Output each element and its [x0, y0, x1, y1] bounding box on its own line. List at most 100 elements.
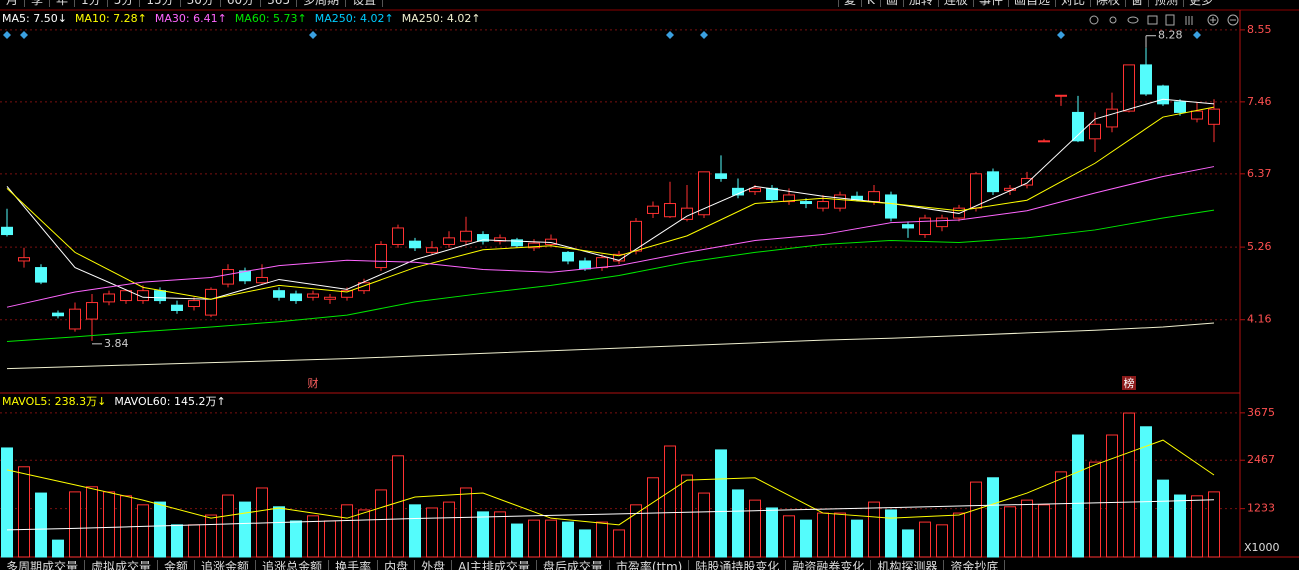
candle-body: [885, 194, 897, 219]
tab[interactable]: 金额: [158, 560, 196, 570]
tab[interactable]: 内盘: [378, 560, 416, 570]
legend-item: MA250: 4.02↑: [315, 12, 394, 25]
tab[interactable]: 追涨总金额: [256, 560, 330, 570]
volume-bar: [86, 486, 98, 558]
toolbar-button[interactable]: 预测: [1148, 0, 1183, 7]
volume-bar: [35, 492, 47, 558]
volume-bar: [188, 524, 200, 558]
volume-bar: [103, 491, 115, 558]
volume-bar: [749, 499, 761, 558]
volume-bar: [1123, 412, 1135, 558]
tab[interactable]: 资金抄底: [944, 560, 1006, 570]
toolbar-button[interactable]: 季: [25, 0, 51, 7]
volume-bar: [868, 501, 880, 558]
candle-body: [69, 308, 81, 330]
volume-bar: [528, 519, 540, 558]
toolbar-button[interactable]: 复: [838, 0, 861, 7]
y-tick-label: 8.55: [1247, 23, 1272, 36]
candle-body: [1021, 177, 1033, 186]
candle-body: [443, 237, 455, 245]
volume-bar: [647, 477, 659, 558]
tab[interactable]: 多周期成交量: [0, 560, 86, 570]
volume-bar: [477, 511, 489, 558]
tab[interactable]: 虚拟成交量: [85, 560, 159, 570]
tab[interactable]: 陆股通持股变化: [689, 560, 787, 570]
tab[interactable]: 机构探测器: [871, 560, 945, 570]
candle-body: [579, 260, 591, 270]
event-diamond: [666, 31, 674, 39]
volume-bar: [834, 512, 846, 558]
volume-bar: [1055, 471, 1067, 558]
candle-body: [494, 237, 506, 242]
candle-body: [596, 257, 608, 269]
candle-body: [171, 304, 183, 311]
volume-bar: [851, 519, 863, 558]
toolbar-button[interactable]: 更多: [1183, 0, 1218, 7]
toolbar-button[interactable]: 加转: [902, 0, 938, 7]
candle-body: [103, 293, 115, 303]
candle-body: [800, 201, 812, 205]
volume-bar: [443, 501, 455, 558]
candle-body: [868, 191, 880, 203]
toolbar-button[interactable]: 事件: [972, 0, 1008, 7]
volume-bar: [817, 512, 829, 558]
candle-body: [18, 257, 30, 262]
toolbar-button[interactable]: 年: [50, 0, 76, 7]
volume-bar: [290, 520, 302, 558]
volume-bar: [18, 466, 30, 558]
candle-body: [273, 290, 285, 298]
toolbar-button[interactable]: 画自选: [1007, 0, 1055, 7]
volume-bar: [358, 509, 370, 558]
candle-body: [970, 173, 982, 209]
tab[interactable]: 融资融券变化: [786, 560, 872, 570]
tab[interactable]: 换手率: [329, 560, 379, 570]
legend-item: MAVOL60: 145.2万↑: [114, 395, 225, 408]
toolbar-button[interactable]: 除权: [1089, 0, 1125, 7]
toolbar-button[interactable]: 连板: [937, 0, 973, 7]
low-annotation: 3.84: [104, 337, 129, 350]
y-tick-label: 1233: [1247, 502, 1275, 515]
volume-bar: [460, 487, 472, 558]
toolbar-button[interactable]: 月: [0, 0, 26, 7]
toolbar-button[interactable]: 设置: [346, 0, 384, 7]
toolbar-button[interactable]: 窗: [1125, 0, 1148, 7]
candle-body: [1174, 101, 1186, 113]
toolbar-button[interactable]: 画: [879, 0, 903, 7]
toolbar-button[interactable]: 60分: [221, 0, 262, 7]
toolbar-button[interactable]: 1分: [75, 0, 108, 7]
volume-bar: [732, 489, 744, 558]
toolbar-button[interactable]: K: [861, 0, 880, 7]
volume-bar: [375, 489, 387, 558]
ma-line: [6, 106, 1215, 300]
toolbar-icons[interactable]: [1089, 14, 1239, 26]
volume-bar: [273, 506, 285, 558]
tab[interactable]: 盘后成交量: [537, 560, 610, 570]
candle-body: [1208, 108, 1220, 125]
candle-body: [528, 242, 540, 249]
toolbar-right: 复 K 画加转 连板 事件 画自选 对比 除权窗预测 更多: [838, 0, 1218, 7]
volume-bar: [205, 514, 217, 558]
candle-body: [426, 247, 438, 253]
legend-item: MA250: 4.02↑: [402, 12, 481, 25]
toolbar-button[interactable]: 30分: [181, 0, 221, 7]
candle-body: [647, 205, 659, 214]
volume-bar: [154, 501, 166, 558]
volume-bar: [409, 504, 421, 558]
candle-body: [936, 217, 948, 228]
volume-bar: [1021, 499, 1033, 558]
toolbar-button[interactable]: 对比: [1054, 0, 1090, 7]
toolbar-button[interactable]: 多周期: [297, 0, 347, 7]
tab[interactable]: 外盘: [415, 560, 453, 570]
candle-body: [1140, 64, 1152, 95]
candle-body: [477, 234, 489, 242]
tab[interactable]: AI主排成交量: [452, 560, 537, 570]
tab[interactable]: 市盈率(ttm): [610, 560, 690, 570]
candle-body: [256, 276, 268, 284]
legend-item: MA10: 7.28↑: [75, 12, 147, 25]
toolbar-button[interactable]: 5分: [108, 0, 141, 7]
toolbar-button[interactable]: 15分: [140, 0, 181, 7]
toolbar-button[interactable]: 365: [261, 0, 298, 7]
tab[interactable]: 追涨金额: [195, 560, 257, 570]
